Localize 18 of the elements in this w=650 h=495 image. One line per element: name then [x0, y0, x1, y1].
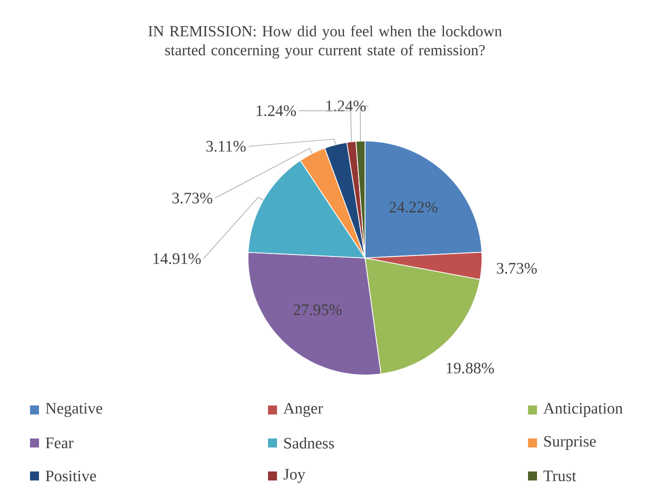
data-label: 24.22% — [390, 202, 438, 213]
legend-label: Trust — [543, 470, 576, 482]
legend-label: Anticipation — [543, 403, 623, 417]
legend-label: Surprise — [544, 436, 596, 450]
legend-label: Joy — [284, 469, 306, 483]
data-label: 3.11% — [206, 140, 246, 152]
chart-title: IN REMISSION: How did you feel when the lockdown started concerning your current state of remission? — [148, 25, 502, 59]
legend-label: Anger — [283, 403, 323, 417]
data-label: 14.91% — [154, 253, 201, 264]
data-label: 27.95% — [294, 304, 342, 316]
legend-label: Sadness — [284, 437, 334, 449]
data-label: 1.24% — [256, 105, 296, 116]
legend-label: Positive — [46, 470, 96, 482]
legend-label: Negative — [46, 402, 102, 417]
data-label: 3.73% — [496, 262, 537, 274]
legend-label: Fear — [46, 438, 74, 448]
data-label: 19.88% — [446, 362, 494, 374]
data-label: 3.73% — [172, 192, 212, 204]
